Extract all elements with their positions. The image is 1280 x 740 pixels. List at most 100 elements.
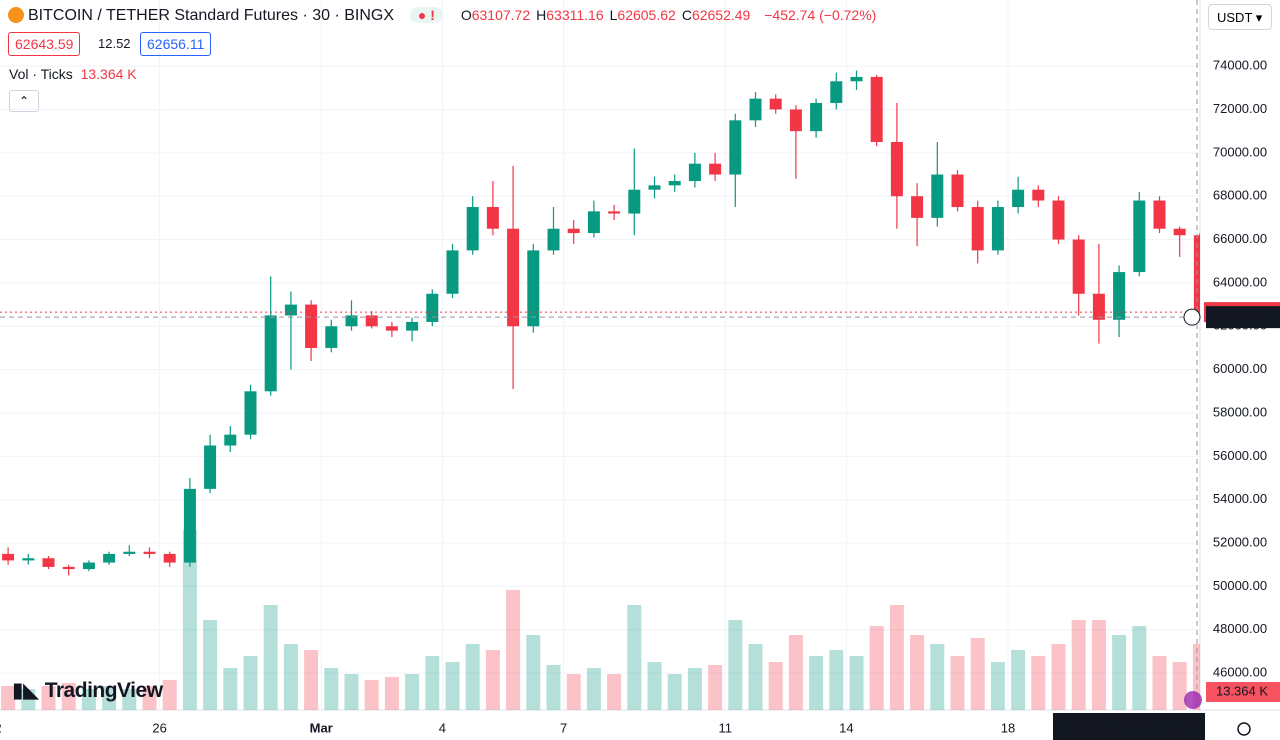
volume-bar — [586, 668, 601, 710]
ask-button[interactable]: 62656.11 — [140, 32, 212, 56]
volume-bar — [869, 626, 884, 710]
volume-bar — [506, 590, 521, 710]
volume-bar — [1051, 644, 1066, 710]
candle-body — [224, 434, 237, 446]
candle-body — [931, 174, 944, 218]
volume-bar — [1091, 620, 1106, 710]
volume-bar — [283, 644, 298, 710]
volume-label: Vol · Ticks — [9, 66, 73, 82]
bid-button[interactable]: 62643.59 — [8, 32, 81, 56]
volume-bar — [930, 644, 945, 710]
candle-body — [385, 326, 398, 331]
ohlc-key: C — [681, 7, 692, 23]
symbol-header: BITCOIN / TETHER Standard Futures · 30 ·… — [8, 7, 876, 25]
candle-body — [244, 391, 257, 435]
volume-pane — [1, 530, 1200, 710]
y-tick-label: 74000.00 — [1213, 58, 1267, 73]
candle-body — [951, 174, 964, 208]
y-tick-label: 50000.00 — [1213, 578, 1267, 593]
candle-body — [890, 142, 903, 197]
ohlc-key: O — [460, 7, 472, 23]
candle-body — [264, 315, 277, 392]
candle-body — [789, 109, 802, 132]
volume-bar — [546, 665, 561, 710]
volume-badge-label: 13.364 K — [1216, 683, 1268, 698]
candle-body — [648, 185, 661, 190]
volume-bar — [61, 683, 76, 710]
candle-body — [103, 553, 116, 563]
volume-bar — [849, 656, 864, 710]
candle-body — [769, 98, 782, 110]
candle-body — [567, 228, 580, 234]
crosshair-plus — [1183, 308, 1201, 326]
logo: ▮◣ TradingView — [12, 679, 163, 702]
candle-body — [325, 326, 338, 348]
ohlc-key: H — [536, 7, 547, 23]
volume-bar — [950, 656, 965, 710]
y-tick-label: 72000.00 — [1213, 101, 1267, 116]
candle-body — [1193, 235, 1200, 313]
volume-bar — [687, 668, 702, 710]
volume-bar — [21, 689, 36, 710]
volume-legend: Vol · Ticks 13.364 K — [9, 66, 137, 82]
currency: USDT — [1217, 10, 1253, 25]
y-tick-label: 66000.00 — [1213, 231, 1267, 246]
collapse-button[interactable]: ⌃ — [9, 90, 39, 112]
candle-body — [1173, 228, 1186, 236]
volume-bar — [809, 656, 824, 710]
candle-body — [1072, 239, 1085, 294]
settings-icon — [1237, 722, 1251, 736]
volume-bar — [910, 635, 925, 710]
coin-icon — [8, 7, 24, 23]
volume-bar — [465, 644, 480, 710]
crosshair-price-badge — [1206, 306, 1280, 329]
volume-bar — [627, 605, 642, 710]
ohlc: O63107.72 H63311.16 L62605.62 C62652.49 — [461, 7, 757, 23]
currency-select[interactable]: USDT ▾ — [1208, 4, 1272, 30]
volume-bar — [1, 686, 16, 710]
candle-body — [668, 181, 681, 186]
volume-bar — [1172, 662, 1187, 710]
candles — [2, 70, 1200, 576]
volume-bar — [162, 680, 177, 710]
time-badge — [1053, 713, 1205, 740]
change: −452.74 (−0.72%) — [764, 7, 877, 23]
status-badge[interactable]: ● ! — [409, 7, 443, 23]
volume-bar — [667, 674, 682, 710]
candle-body — [42, 558, 55, 567]
x-tick-label: 11 — [718, 720, 732, 735]
candle-body — [2, 553, 15, 561]
volume-bar — [970, 638, 985, 710]
candle-body — [1153, 200, 1166, 229]
candle-body — [1133, 200, 1146, 273]
x-tick-label: 18 — [1001, 720, 1015, 735]
candle-body — [82, 562, 95, 570]
volume-bar — [526, 635, 541, 710]
x-tick-label: 26 — [152, 720, 166, 735]
crosshair-price-label: 62421.24 — [1215, 309, 1269, 324]
ohlc-key: L — [609, 7, 618, 23]
candle-body — [527, 250, 540, 327]
y-tick-label: 60000.00 — [1213, 361, 1267, 376]
x-tick-label: Mar — [310, 720, 333, 735]
volume-bar — [607, 674, 622, 710]
x-tick-label: 2 — [0, 720, 2, 735]
candle-body — [911, 196, 924, 218]
candle-body — [123, 551, 136, 554]
candle-body — [284, 304, 297, 316]
volume-bar — [1152, 656, 1167, 710]
volume-bar — [1112, 635, 1127, 710]
volume-value: 13.364 K — [80, 66, 137, 82]
ohlc-value: 62652.49 — [691, 7, 751, 23]
x-tick-label: 7 — [560, 720, 567, 735]
volume-bar — [829, 650, 844, 710]
x-tick-label: 4 — [439, 720, 446, 735]
candle-body — [830, 81, 843, 103]
volume-bar — [243, 656, 258, 710]
candle-body — [22, 558, 35, 561]
volume-bar — [405, 674, 420, 710]
volume-bar — [748, 644, 763, 710]
